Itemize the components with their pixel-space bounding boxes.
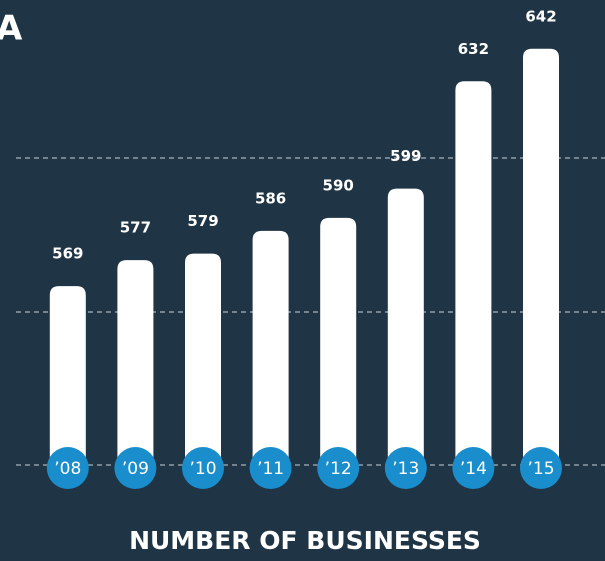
year-badge	[46, 447, 89, 489]
year-badge	[114, 447, 157, 489]
bars: 569 ’08 577 ’09 579 ’10 586 ’11 590 ’12 599 ’13 632 ’…	[46, 7, 562, 489]
year-badge	[182, 447, 224, 489]
header-fragment: A	[0, 9, 23, 49]
x-tick-label: ’09	[122, 459, 149, 479]
value-label: 599	[390, 147, 421, 165]
bar	[49, 286, 86, 465]
bar	[252, 230, 289, 465]
bar	[185, 253, 221, 465]
chart-title: NUMBER OF BUSINESSES	[129, 526, 481, 555]
bar	[117, 260, 154, 465]
bar	[320, 217, 357, 465]
value-label: 642	[525, 7, 556, 25]
bar	[387, 188, 424, 466]
bar	[523, 48, 559, 466]
x-tick-label: ’11	[257, 459, 284, 479]
value-label: 590	[323, 176, 354, 194]
value-label: 577	[120, 219, 151, 237]
value-label: 579	[187, 212, 218, 230]
x-tick-label: ’12	[325, 459, 352, 479]
x-tick-label: ’15	[527, 459, 554, 479]
year-badge	[452, 447, 495, 489]
value-label: 586	[255, 189, 286, 207]
x-tick-label: ’08	[54, 459, 81, 479]
x-tick-label: ’13	[392, 459, 419, 479]
value-label: 569	[52, 245, 83, 263]
year-badge	[520, 447, 562, 489]
year-badge	[384, 447, 427, 489]
x-tick-label: ’10	[189, 459, 216, 479]
x-tick-label: ’14	[460, 459, 487, 479]
year-badge	[317, 447, 360, 489]
bar	[455, 81, 492, 466]
value-label: 632	[458, 40, 489, 58]
year-badge	[249, 447, 292, 489]
